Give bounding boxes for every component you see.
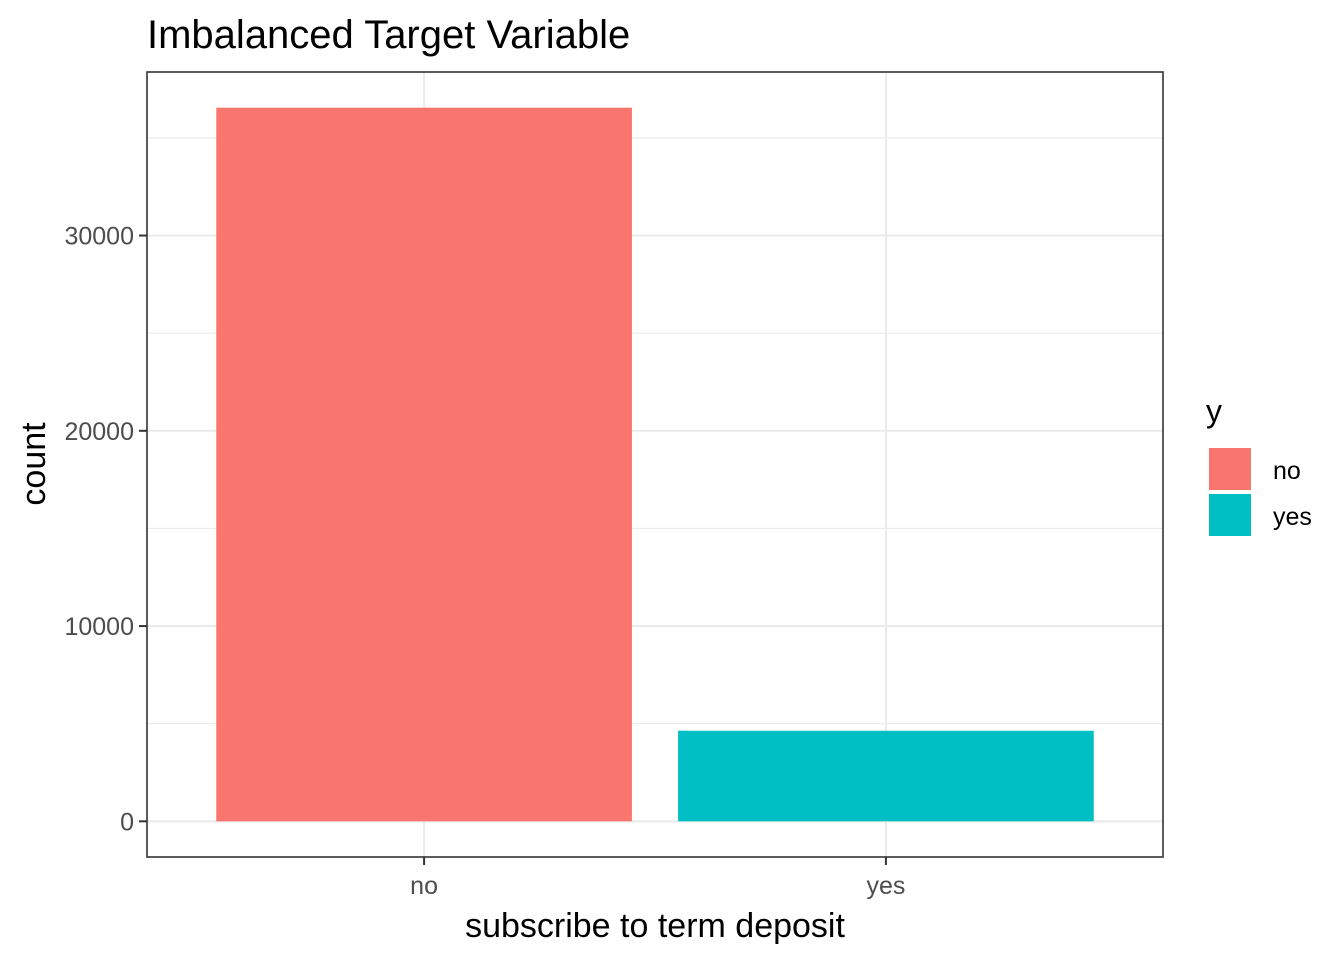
x-tick-label: yes xyxy=(866,872,905,900)
y-tick-label: 10000 xyxy=(64,613,134,641)
bar-no xyxy=(216,107,632,822)
legend-key-no xyxy=(1209,448,1251,490)
x-axis-title: subscribe to term deposit xyxy=(465,907,845,945)
bars xyxy=(216,107,1094,822)
x-tick-label: no xyxy=(410,872,438,900)
bar-yes xyxy=(678,730,1094,822)
chart-title: Imbalanced Target Variable xyxy=(147,13,630,57)
legend-key-yes xyxy=(1209,494,1251,536)
legend-label-no: no xyxy=(1273,457,1301,485)
legend-label-yes: yes xyxy=(1273,503,1312,531)
y-tick-label: 20000 xyxy=(64,418,134,446)
legend-title: y xyxy=(1206,393,1222,429)
plot-panel-border xyxy=(146,71,1164,858)
x-axis: no yes xyxy=(410,857,905,900)
y-tick-label: 0 xyxy=(120,808,134,836)
y-tick-label: 30000 xyxy=(64,223,134,251)
y-axis: 0 10000 20000 30000 xyxy=(64,223,147,836)
legend: y no yes xyxy=(1206,393,1312,536)
y-axis-title: count xyxy=(15,422,53,506)
